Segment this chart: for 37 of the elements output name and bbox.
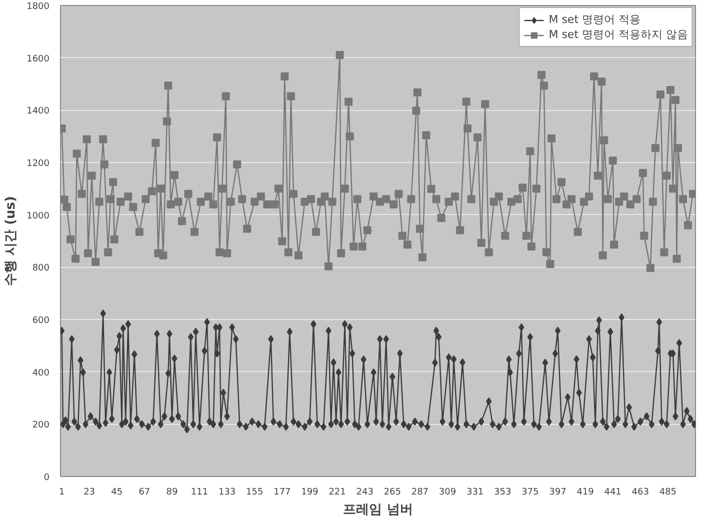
x-tick-label: 89 <box>166 488 178 498</box>
y-tick-label: 1200 <box>26 159 50 169</box>
legend-label: M set 명령어 적용하지 않음 <box>548 27 688 42</box>
x-tick-label: 1 <box>58 488 65 498</box>
x-tick-label: 287 <box>411 488 429 498</box>
y-tick-label: 1600 <box>26 54 50 64</box>
x-tick-label: 419 <box>576 488 594 498</box>
x-tick-label: 243 <box>356 488 374 498</box>
x-tick-label: 353 <box>494 488 512 498</box>
x-tick-label: 397 <box>549 488 566 498</box>
x-tick-label: 221 <box>328 488 346 498</box>
y-tick-label: 1000 <box>26 211 50 222</box>
x-tick-label: 23 <box>84 488 96 498</box>
x-tick-label: 45 <box>111 488 123 498</box>
x-tick-label: 133 <box>218 488 236 498</box>
x-tick-label: 111 <box>190 488 208 498</box>
legend-label: M set 명령어 적용 <box>548 12 640 27</box>
y-tick-label: 1400 <box>26 106 50 117</box>
x-tick-label: 265 <box>384 488 401 498</box>
x-axis-title: 프레임 넘버 <box>343 502 413 518</box>
y-tick-label: 0 <box>44 473 50 483</box>
y-tick-label: 400 <box>32 368 50 378</box>
y-tick-label: 800 <box>32 264 50 274</box>
y-tick-label: 1800 <box>26 2 50 12</box>
x-tick-label: 375 <box>522 488 539 498</box>
x-tick-label: 155 <box>246 488 264 498</box>
x-tick-label: 199 <box>301 488 319 498</box>
x-tick-label: 67 <box>138 488 150 498</box>
x-tick-label: 485 <box>659 488 677 498</box>
x-tick-label: 309 <box>438 488 456 498</box>
x-tick-label: 441 <box>604 488 622 498</box>
y-tick-label: 200 <box>32 420 50 431</box>
x-tick-label: 463 <box>632 488 649 498</box>
x-tick-label: 331 <box>466 488 484 498</box>
x-tick-label: 177 <box>274 488 291 498</box>
y-axis-title: 수행 시간 (us) <box>4 196 19 286</box>
y-tick-label: 600 <box>32 316 50 326</box>
